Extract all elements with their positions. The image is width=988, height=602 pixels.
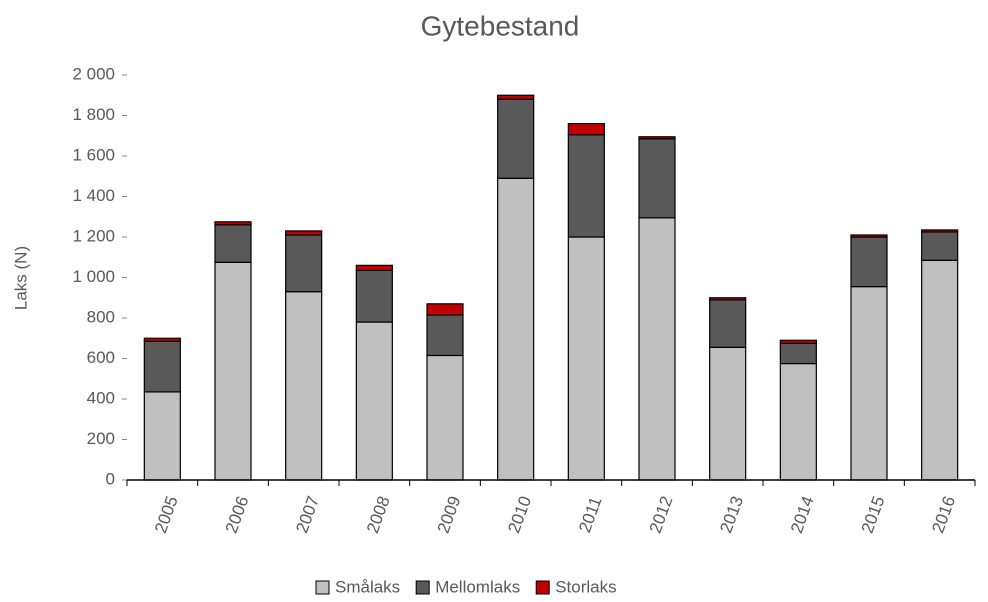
x-tick-label: 2011 — [575, 494, 605, 535]
bar-segment — [355, 269, 393, 323]
x-tick-label: 2007 — [292, 494, 323, 536]
bar-segment — [779, 362, 817, 481]
bar-segment — [285, 234, 323, 293]
y-tick-label: 800 — [87, 307, 115, 326]
bar-segment — [426, 314, 464, 357]
y-tick-label: 2 000 — [72, 64, 115, 83]
bar-segment — [638, 138, 676, 219]
y-tick-label: 600 — [87, 348, 115, 367]
bar-segment — [285, 291, 323, 481]
x-tick-label: 2005 — [151, 494, 182, 536]
legend-label: Mellomlaks — [435, 577, 520, 596]
legend-swatch — [315, 580, 330, 595]
bar-segment — [214, 261, 252, 481]
x-tick-label: 2016 — [928, 494, 959, 536]
bar-segment — [497, 94, 535, 100]
y-tick-label: 1 400 — [72, 186, 115, 205]
bar-segment — [143, 340, 181, 393]
bar-segment — [567, 236, 605, 481]
y-tick-label: 1 600 — [72, 145, 115, 164]
bar-segment — [497, 98, 535, 179]
y-tick-label: 0 — [106, 469, 115, 488]
bar-segment — [355, 264, 393, 272]
bar-segment — [850, 236, 888, 288]
bar-segment — [426, 303, 464, 316]
y-tick-label: 1 800 — [72, 105, 115, 124]
y-tick-label: 1 200 — [72, 226, 115, 245]
legend-label: Smålaks — [335, 577, 400, 596]
bar-segment — [497, 177, 535, 481]
bar-segment — [779, 339, 817, 344]
x-tick-label: 2008 — [363, 494, 394, 536]
bar-segment — [214, 224, 252, 263]
bar-segment — [567, 122, 605, 136]
x-tick-label: 2015 — [858, 494, 889, 536]
x-tick-label: 2009 — [434, 494, 465, 536]
bar-segment — [921, 259, 959, 481]
x-tick-label: 2012 — [646, 494, 677, 536]
bar-segment — [709, 297, 747, 301]
bar-segment — [285, 230, 323, 236]
y-tick-label: 1 000 — [72, 267, 115, 286]
chart-title: Gytebestand — [421, 10, 580, 41]
legend-label: Storlaks — [555, 577, 616, 596]
x-tick-label: 2014 — [787, 494, 818, 536]
y-tick-label: 400 — [87, 388, 115, 407]
x-tick-label: 2006 — [222, 494, 253, 536]
bar-segment — [709, 346, 747, 481]
bar-segment — [638, 136, 676, 140]
bar-segment — [850, 234, 888, 238]
bar-segment — [850, 286, 888, 481]
bar-segment — [567, 134, 605, 238]
bar-segment — [709, 299, 747, 348]
x-tick-label: 2010 — [504, 494, 535, 536]
y-tick-label: 200 — [87, 429, 115, 448]
bar-segment — [921, 229, 959, 233]
bar-segment — [638, 217, 676, 481]
y-axis-label: Laks (N) — [11, 246, 30, 310]
bar-segment — [921, 231, 959, 261]
bar-segment — [143, 337, 181, 342]
x-tick-label: 2013 — [716, 494, 747, 536]
bar-segment — [779, 342, 817, 365]
bar-segment — [355, 321, 393, 481]
legend-swatch — [415, 580, 430, 595]
bar-segment — [143, 391, 181, 481]
bar-segment — [426, 354, 464, 481]
legend-swatch — [535, 580, 550, 595]
bar-segment — [214, 221, 252, 226]
